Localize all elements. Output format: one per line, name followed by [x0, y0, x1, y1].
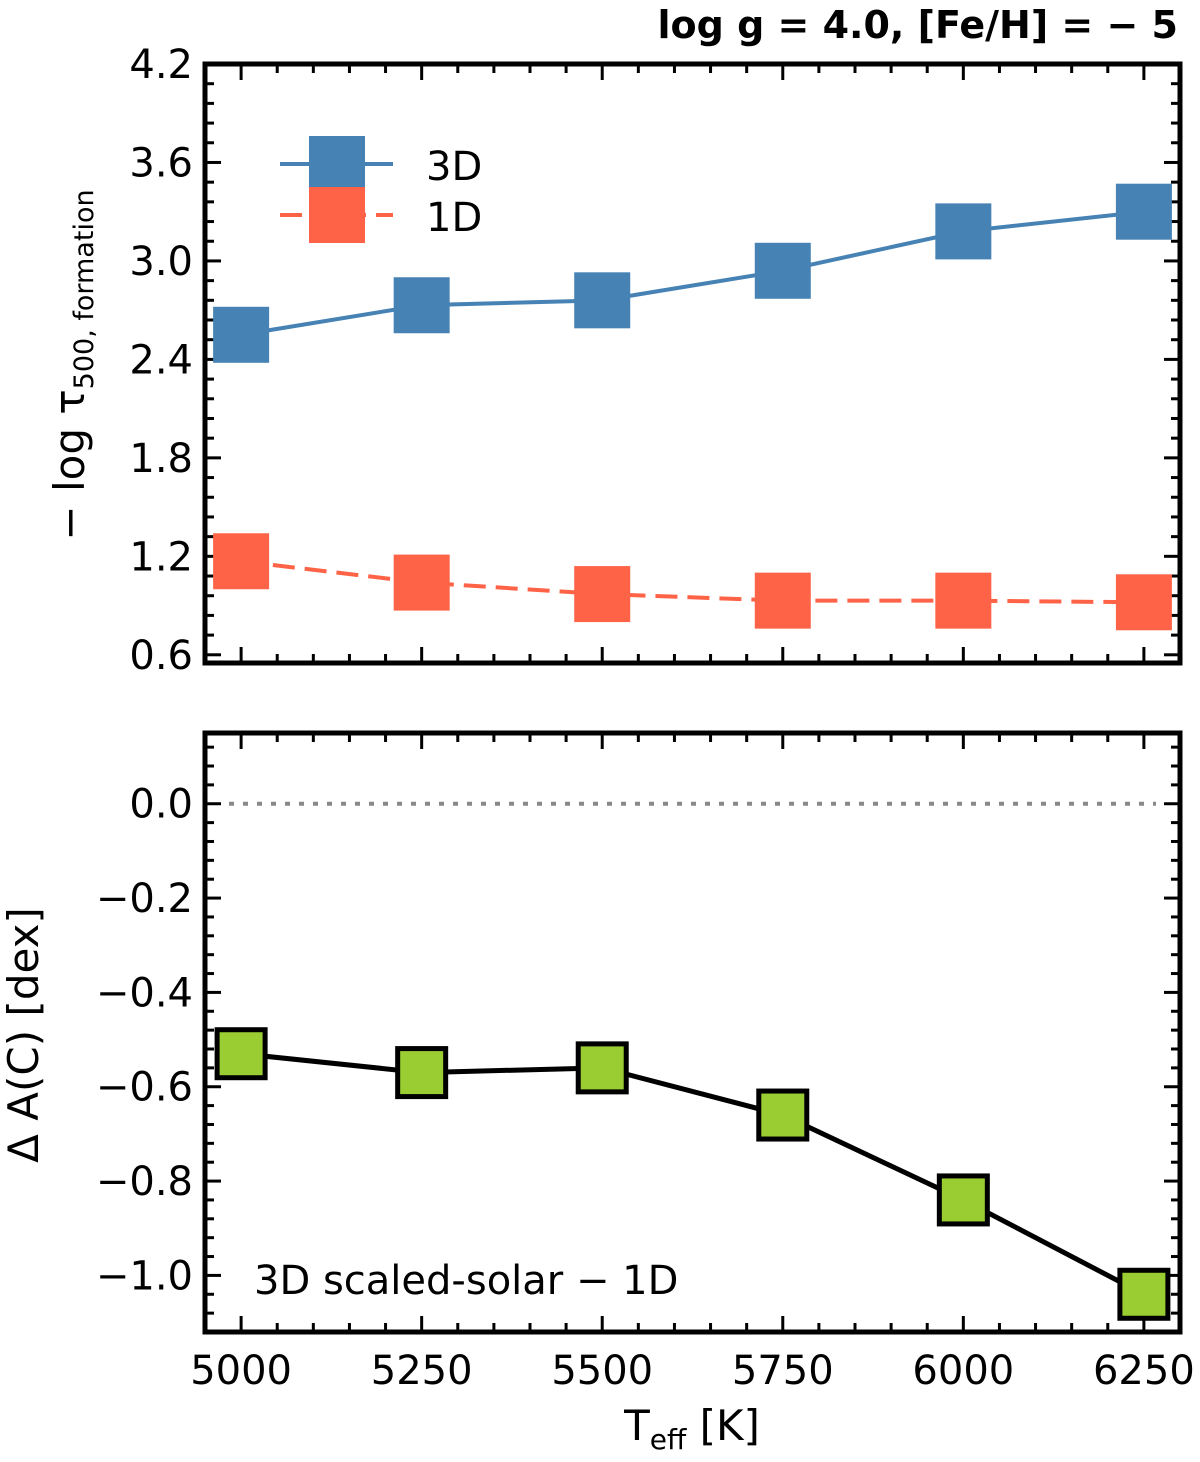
y-tick-label: 0.0	[129, 782, 193, 828]
top-y-axis-label: − log τ500, formation	[45, 189, 100, 540]
y-tick-label: 2.4	[129, 337, 193, 383]
top-y-axis-label-sub: 500, formation	[69, 189, 100, 389]
x-tick-label: 5250	[371, 1348, 473, 1394]
y-tick-label: −0.2	[96, 876, 193, 922]
top-y-tick-labels: 0.6 1.2 1.8 2.4 3.0 3.6 4.2	[129, 42, 193, 679]
bottom-y-tick-labels: 0.0 −0.2 −0.4 −0.6 −0.8 −1.0	[96, 782, 193, 1300]
difference-annotation: 3D scaled-solar − 1D	[254, 1258, 678, 1304]
data-point-1d	[213, 533, 270, 590]
legend-label-3d: 3D	[426, 144, 482, 190]
data-point-delta	[395, 1046, 449, 1100]
y-tick-label: 3.6	[129, 140, 193, 186]
x-tick-label: 6000	[912, 1348, 1014, 1394]
x-tick-label: 6250	[1093, 1348, 1195, 1394]
legend-marker-1d	[309, 187, 365, 243]
y-tick-label: −0.6	[96, 1065, 193, 1111]
data-point-delta	[1117, 1267, 1171, 1321]
data-point-1d	[754, 572, 811, 629]
y-tick-label: −0.8	[96, 1159, 193, 1205]
data-point-delta	[756, 1088, 810, 1142]
bottom-panel-series	[214, 1027, 1171, 1321]
data-point-delta	[214, 1027, 268, 1081]
bottom-panel-ticks	[203, 733, 1182, 1334]
data-point-3d	[1115, 183, 1172, 240]
data-point-3d	[393, 277, 450, 334]
y-tick-label: 1.8	[129, 436, 193, 482]
data-point-3d	[935, 203, 992, 260]
x-tick-label: 5500	[551, 1348, 653, 1394]
data-point-1d	[574, 566, 631, 623]
legend-marker-3d	[309, 136, 365, 192]
y-tick-label: −0.4	[96, 970, 193, 1016]
top-panel-series	[213, 183, 1172, 631]
x-axis-label: Teff [K]	[623, 1401, 760, 1456]
data-point-3d	[754, 242, 811, 299]
bottom-panel-frame	[202, 730, 1183, 1335]
y-tick-label: 3.0	[129, 239, 193, 285]
x-axis-label-main: T	[623, 1401, 650, 1450]
data-point-1d	[393, 554, 450, 611]
y-tick-label: 1.2	[129, 534, 193, 580]
top-y-axis-label-main: − log τ	[45, 389, 94, 540]
y-tick-label: −1.0	[96, 1253, 193, 1299]
data-point-delta	[936, 1173, 990, 1227]
y-tick-label: 4.2	[129, 42, 193, 88]
data-point-delta	[575, 1041, 629, 1095]
chart-title: log g = 4.0, [Fe/H] = − 5	[658, 3, 1178, 47]
data-point-1d	[1115, 574, 1172, 631]
data-point-3d	[574, 272, 631, 329]
x-axis-label-sub: eff	[650, 1423, 687, 1456]
legend-label-1d: 1D	[426, 195, 482, 241]
x-tick-label: 5000	[190, 1348, 292, 1394]
legend: 3D 1D	[280, 136, 482, 243]
data-point-3d	[213, 306, 270, 363]
bottom-y-axis-label: Δ A(C) [dex]	[0, 907, 48, 1163]
series-line-delta	[240, 1051, 1146, 1297]
data-point-1d	[935, 572, 992, 629]
x-tick-labels: 5000 5250 5500 5750 6000 6250	[190, 1348, 1195, 1394]
x-tick-label: 5750	[732, 1348, 834, 1394]
top-panel-frame	[202, 61, 1183, 666]
series-line-1d	[240, 559, 1144, 605]
series-line-3d	[240, 209, 1145, 337]
y-tick-label: 0.6	[129, 633, 193, 679]
x-axis-label-unit: [K]	[686, 1401, 760, 1450]
